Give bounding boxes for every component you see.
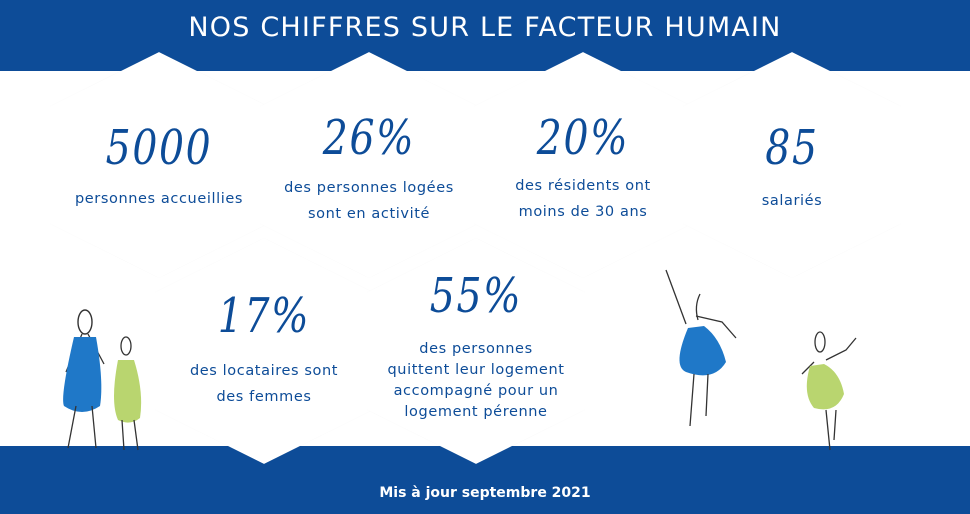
figures-left-illustration [63,309,142,451]
stat-value: 5000 [105,120,213,176]
stat-hex-persons-welcomed: 5000 personnes accueillies [50,52,268,278]
stat-hex-employees: 85 salariés [683,52,901,278]
stat-hex-active-residents: 26% des personnes logées sont en activit… [260,52,478,278]
stat-label-line: des femmes [216,389,312,405]
stat-value: 85 [765,120,819,176]
stat-label-line: des personnes logées [284,180,454,196]
stat-label-line: des résidents ont [515,178,651,194]
stat-hex-young-residents: 20% des résidents ont moins de 30 ans [474,52,692,278]
stat-label-line: des personnes [419,341,533,357]
stat-hex-permanent-housing: 55% des personnes quittent leur logement… [367,238,585,464]
stat-label-line: logement pérenne [404,404,548,420]
stat-value: 20% [536,110,630,166]
stat-value: 26% [322,110,416,166]
stat-label-line: sont en activité [307,206,431,222]
page-title: NOS CHIFFRES SUR LE FACTEUR HUMAIN [188,12,782,43]
figure-dancing-green-illustration [801,331,857,451]
stat-label-line: quittent leur logement [387,362,565,378]
stat-value: 55% [429,268,523,324]
stat-label-line: personnes accueillies [74,191,244,207]
stat-label-line: accompagné pour un [393,383,559,399]
stat-label-line: salariés [761,193,823,209]
stat-label-line: des locataires sont [189,363,339,379]
stat-value: 17% [217,288,311,344]
stat-hex-female-tenants: 17% des locataires sont des femmes [155,238,373,464]
footer-date-text: Mis à jour septembre 2021 [379,485,591,501]
figure-dancing-blue-illustration [665,269,737,427]
stat-label-line: moins de 30 ans [518,204,648,220]
